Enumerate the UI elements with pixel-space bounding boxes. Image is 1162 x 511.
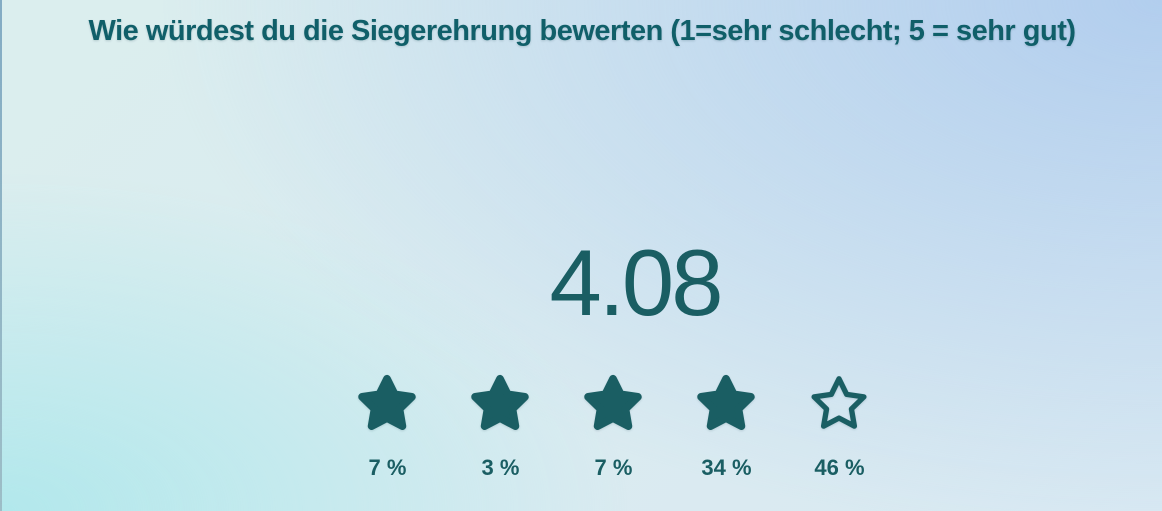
average-rating-value: 4.08 <box>549 230 724 335</box>
question-title: Wie würdest du die Siegerehrung bewerten… <box>88 15 1076 47</box>
star-icon-filled <box>695 373 757 435</box>
star-icon-filled <box>469 373 531 435</box>
star-icon-empty <box>808 373 870 435</box>
star-percent-label: 7 % <box>594 455 633 480</box>
star-icon-filled <box>582 373 644 435</box>
star-percent-label: 3 % <box>481 455 520 480</box>
star-percent-label: 7 % <box>368 455 407 480</box>
star-percent-label: 34 % <box>701 455 752 480</box>
star-rating-row <box>356 373 870 435</box>
percent-row: 7 % 3 % 7 % 34 % 46 % <box>331 455 896 481</box>
star-percent-label: 46 % <box>814 455 865 480</box>
star-icon-filled <box>356 373 418 435</box>
